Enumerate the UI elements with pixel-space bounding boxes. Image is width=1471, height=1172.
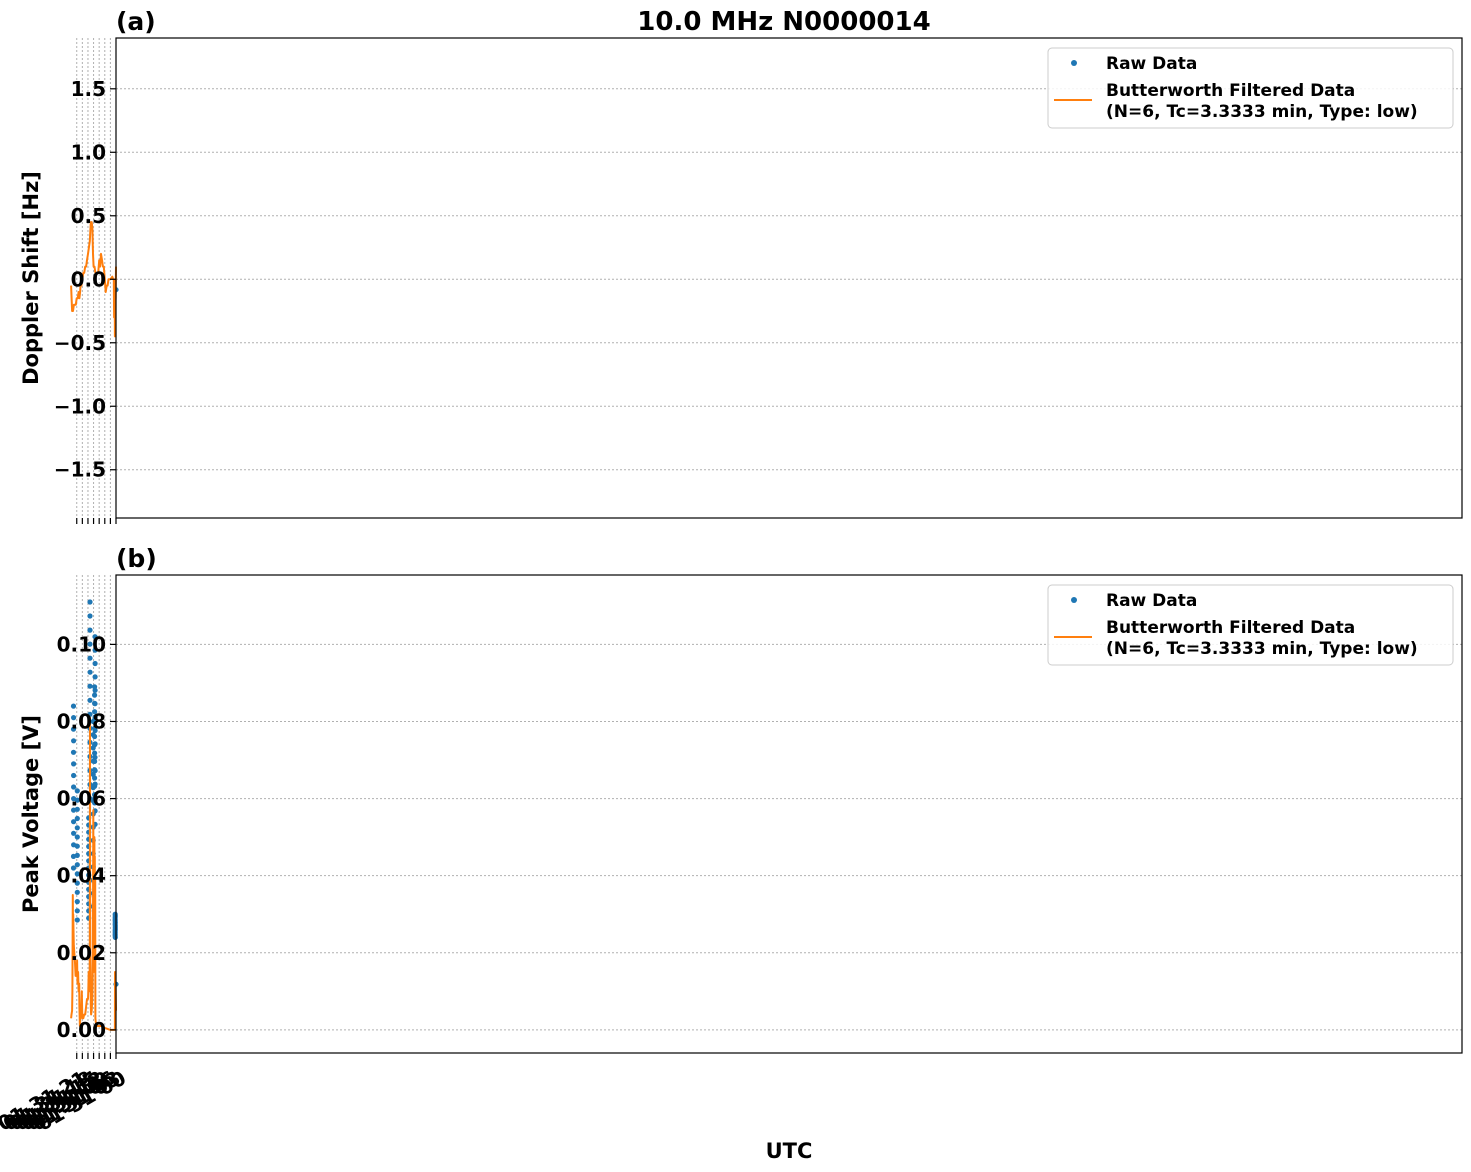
raw-data-peak-point bbox=[74, 889, 80, 895]
raw-data-peak-point bbox=[71, 738, 77, 744]
raw-data-peak-point bbox=[112, 911, 118, 917]
raw-data-peak-point bbox=[92, 750, 98, 756]
raw-data-peak-point bbox=[92, 709, 98, 715]
panel-a-filtered-line bbox=[70, 221, 117, 338]
raw-data-peak-point bbox=[92, 660, 98, 667]
x-axis-label: UTC bbox=[766, 1139, 813, 1163]
raw-data-peak-point bbox=[87, 599, 93, 605]
panel-a-y-tick-label: −1.0 bbox=[54, 394, 106, 418]
panel-b-frame bbox=[115, 574, 1463, 1054]
panel-a-y-tick-label: −0.5 bbox=[54, 331, 106, 355]
raw-data-peak-point bbox=[71, 761, 77, 767]
raw-data-peak-point bbox=[74, 834, 80, 840]
panel-a-ylabel: Doppler Shift [Hz] bbox=[19, 171, 43, 385]
panel-b-legend-filtered-label-2: (N=6, Tc=3.3333 min, Type: low) bbox=[1106, 639, 1418, 659]
raw-data-peak-point bbox=[90, 718, 96, 725]
panel-a-doppler-shift: −1.5 −1.0 −0.5 0.0 0.5 1.0 1.5 (a) 10.0 MHz N0… bbox=[19, 7, 1463, 524]
raw-data-peak-point bbox=[70, 853, 77, 860]
chart-title: 10.0 MHz N0000014 bbox=[637, 7, 930, 37]
raw-data-peak-point bbox=[92, 700, 98, 707]
panel-a-y-tick-label: 0.0 bbox=[71, 267, 106, 291]
raw-data-peak-point bbox=[87, 711, 93, 717]
raw-data-peak-point bbox=[87, 697, 93, 703]
raw-data-peak-point bbox=[70, 726, 77, 732]
raw-data-peak-point bbox=[87, 627, 93, 633]
raw-data-peak-point bbox=[74, 815, 80, 822]
panel-a-legend-filtered-label-2: (N=6, Tc=3.3333 min, Type: low) bbox=[1106, 102, 1418, 122]
raw-data-peak-point bbox=[71, 796, 77, 802]
raw-data-peak-point bbox=[92, 647, 98, 653]
panel-b-legend-box bbox=[1047, 584, 1454, 666]
panel-a-legend-raw-label: Raw Data bbox=[1106, 54, 1197, 74]
raw-data-peak-point bbox=[92, 792, 98, 798]
raw-data-peak-point bbox=[74, 871, 80, 877]
panel-b-legend-raw-label: Raw Data bbox=[1106, 591, 1197, 611]
raw-data-peak-point bbox=[87, 613, 93, 619]
panel-b-y-tick-label: 0.04 bbox=[57, 864, 106, 888]
raw-data-peak-point bbox=[92, 725, 98, 731]
raw-data-peak-point bbox=[90, 758, 96, 764]
panel-a-y-tick-label: 1.5 bbox=[71, 77, 106, 101]
raw-data-peak-point bbox=[74, 825, 80, 831]
panel-b-y-tick-label: 0.00 bbox=[57, 1018, 106, 1042]
panel-a-legend-raw-marker bbox=[1071, 60, 1077, 66]
panel-a-legend-filtered-label-1: Butterworth Filtered Data bbox=[1106, 81, 1355, 101]
raw-data-peak-point bbox=[92, 767, 98, 773]
raw-data-peak-point bbox=[70, 865, 77, 871]
raw-data-peak-point bbox=[71, 784, 77, 790]
raw-data-peak-point bbox=[90, 745, 96, 751]
panel-b-y-tick-label: 0.06 bbox=[57, 787, 106, 811]
raw-data-peak-point bbox=[90, 771, 96, 778]
panel-b-y-tick-label: 0.02 bbox=[57, 941, 106, 965]
panel-b-legend-raw-marker bbox=[1071, 597, 1077, 603]
raw-data-peak-point bbox=[70, 749, 77, 755]
raw-data-peak-point bbox=[74, 788, 80, 794]
panel-a-y-tick-label: 0.5 bbox=[71, 204, 106, 228]
panel-a-label: (a) bbox=[116, 7, 156, 36]
panel-a-frame bbox=[115, 37, 1463, 519]
raw-data-peak-point bbox=[87, 669, 93, 675]
panel-b-filtered-line bbox=[70, 716, 117, 1031]
raw-data-peak-point bbox=[71, 807, 77, 813]
raw-data-peak-point bbox=[74, 862, 80, 868]
raw-data-peak-point bbox=[71, 819, 77, 825]
raw-data-peak-point bbox=[71, 772, 77, 779]
raw-data-peak-point bbox=[71, 715, 77, 721]
raw-data-peak-point bbox=[92, 674, 98, 680]
panel-b-legend: Raw Data Butterworth Filtered Data (N=6,… bbox=[1047, 584, 1454, 666]
panel-b-ylabel: Peak Voltage [V] bbox=[19, 715, 43, 913]
raw-data-peak-point bbox=[87, 683, 93, 689]
panel-b-y-tick-label: 0.10 bbox=[57, 632, 106, 656]
raw-data-peak-point bbox=[90, 732, 96, 738]
panel-a-y-tick-label: −1.5 bbox=[54, 458, 106, 482]
panel-a-legend-box bbox=[1047, 47, 1454, 129]
raw-data-peak-point bbox=[74, 899, 80, 905]
panel-b-y-tick-label: 0.08 bbox=[57, 709, 106, 733]
raw-data-peak-point bbox=[90, 785, 96, 791]
panel-b-label: (b) bbox=[116, 544, 157, 573]
raw-data-peak-point bbox=[71, 842, 77, 848]
raw-data-peak-point bbox=[74, 880, 80, 886]
panel-a-legend: Raw Data Butterworth Filtered Data (N=6,… bbox=[1047, 47, 1454, 129]
panel-a-y-tick-label: 1.0 bbox=[71, 140, 106, 164]
raw-data-peak-point bbox=[92, 692, 98, 698]
raw-data-peak-point bbox=[74, 908, 80, 914]
raw-data-peak-point bbox=[70, 703, 77, 709]
raw-data-peak-point bbox=[71, 830, 77, 836]
raw-data-peak-point bbox=[87, 655, 93, 661]
panel-b-legend-filtered-label-1: Butterworth Filtered Data bbox=[1106, 618, 1355, 638]
raw-data-peak-point bbox=[92, 684, 98, 690]
raw-data-peak-point bbox=[87, 641, 93, 647]
raw-data-peak-point bbox=[74, 917, 80, 923]
raw-data-peak-point bbox=[92, 634, 98, 640]
